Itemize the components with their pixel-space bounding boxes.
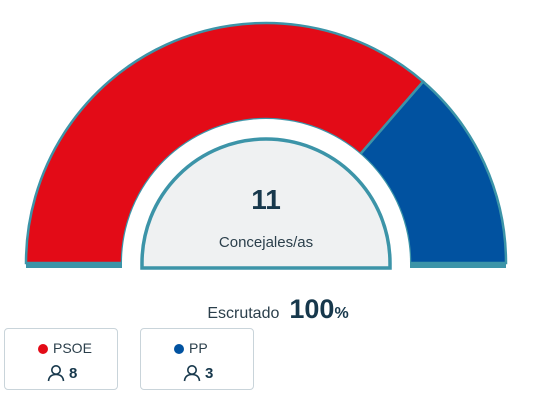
- center-panel: [140, 137, 392, 270]
- party-cards: PSOE 8 PP 3: [4, 328, 254, 390]
- party-card-pp[interactable]: PP 3: [140, 328, 254, 390]
- hemicycle-slices: [24, 21, 508, 268]
- total-seats-label: Concejales/as: [219, 234, 313, 251]
- party-name: PSOE: [53, 340, 92, 356]
- scrutiny-value: 100: [289, 294, 335, 324]
- party-color-dot: [38, 344, 48, 354]
- scrutiny-unit: %: [334, 305, 349, 322]
- party-name: PP: [189, 340, 208, 356]
- hemicycle-chart: 11 Concejales/as: [24, 21, 508, 270]
- party-card-psoe[interactable]: PSOE 8: [4, 328, 118, 390]
- party-seats: 3: [205, 365, 214, 382]
- scrutiny-label: Escrutado: [207, 305, 280, 322]
- total-seats: 11: [251, 184, 281, 215]
- user-icon: [47, 365, 65, 382]
- user-icon: [183, 365, 201, 382]
- party-color-dot: [174, 344, 184, 354]
- party-seats: 8: [69, 365, 78, 382]
- scrutiny-summary: Escrutado 100 %: [0, 294, 556, 325]
